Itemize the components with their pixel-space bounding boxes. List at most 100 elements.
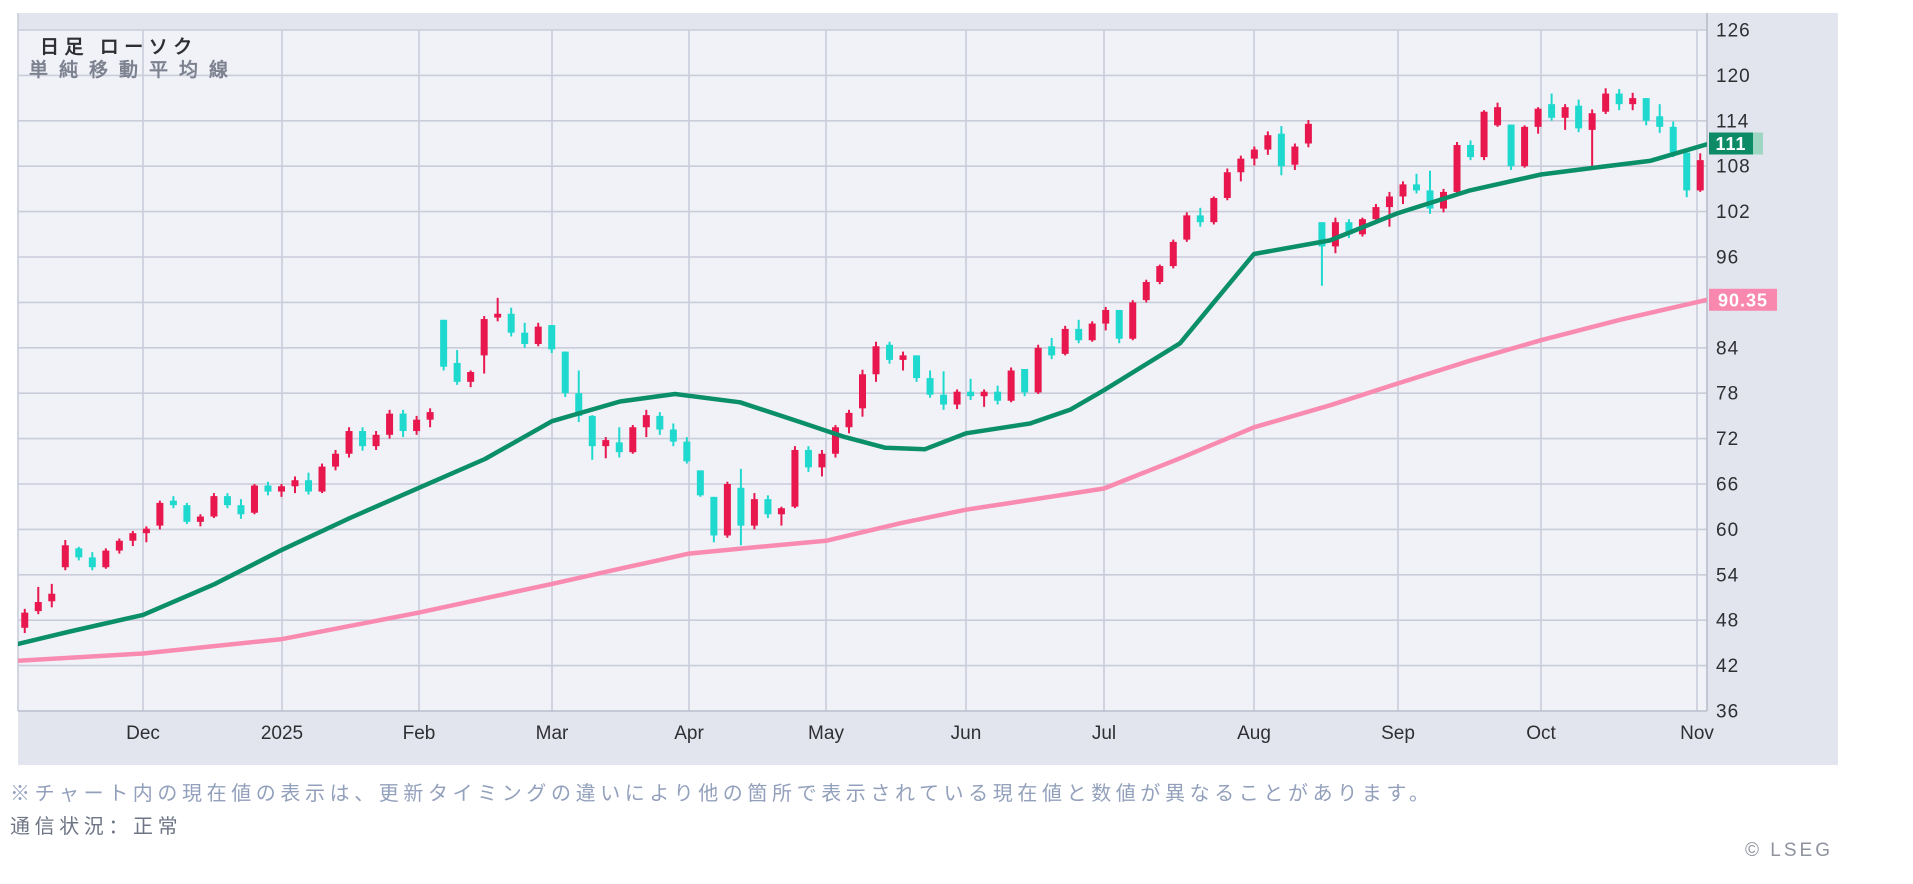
- fast-ma-value-badge-text: 111: [1715, 134, 1746, 154]
- candle-body-up: [48, 593, 56, 602]
- gridlines: [17, 13, 1708, 712]
- x-axis-tick-label: Jul: [1092, 723, 1116, 744]
- candle-body-up: [291, 480, 299, 487]
- candle-body-up: [1331, 222, 1339, 247]
- candle-body-up: [1223, 172, 1231, 198]
- candle-body-down: [575, 393, 583, 416]
- candle-body-down: [737, 487, 745, 526]
- disclaimer-text: ※チャート内の現在値の表示は、更新タイミングの違いにより他の箇所で表示されている…: [10, 782, 1434, 805]
- candle-body-up: [831, 427, 839, 454]
- candle-body-up: [277, 486, 285, 492]
- candle-body-up: [413, 419, 421, 432]
- candle-body-down: [1277, 133, 1285, 167]
- candle-body-up: [1629, 98, 1637, 105]
- candle-body-up: [953, 391, 961, 405]
- candle-body-up: [480, 319, 488, 356]
- candle-body-down: [1575, 105, 1583, 129]
- candle-body-down: [1656, 116, 1664, 127]
- candle-body-up: [1385, 196, 1393, 208]
- candle-body-down: [1683, 152, 1691, 191]
- candle-body-up: [1102, 309, 1110, 324]
- candle-body-up: [1480, 111, 1488, 158]
- candle-body-up: [777, 508, 785, 515]
- candle-body-up: [1588, 113, 1596, 130]
- candle-body-down: [183, 505, 191, 522]
- candle-body-down: [453, 362, 461, 382]
- y-axis-tick-label: 54: [1716, 565, 1739, 586]
- candle-body-up: [34, 602, 42, 612]
- candle-body-down: [305, 480, 313, 492]
- candle-body-up: [345, 431, 353, 454]
- fast-ma-value-badge: [1709, 132, 1753, 155]
- candle-body-down: [399, 413, 407, 432]
- candle-body-down: [521, 332, 529, 345]
- y-axis-tick-label: 120: [1716, 66, 1751, 87]
- candle-body-up: [1372, 207, 1380, 220]
- candle-body-up: [1534, 108, 1542, 127]
- y-axis-tick-label: 48: [1716, 611, 1739, 632]
- x-axis-tick-label: 2025: [261, 723, 303, 744]
- candle-body-down: [1669, 126, 1677, 153]
- candle-body-up: [899, 355, 907, 360]
- candle-body-down: [926, 378, 934, 395]
- candle-body-up: [1156, 266, 1164, 282]
- candle-body-up: [467, 372, 475, 382]
- candle-body-up: [1169, 241, 1177, 267]
- candle-body-down: [886, 344, 894, 360]
- connection-status-text: 通信状況：正常: [10, 815, 182, 838]
- candle-body-down: [359, 431, 367, 447]
- candle-body-up: [426, 412, 434, 420]
- x-axis-tick-label: Mar: [536, 723, 569, 744]
- candle-body-up: [872, 346, 880, 375]
- candle-body-down: [264, 485, 272, 492]
- candle-body-up: [845, 412, 853, 428]
- badge-tail: [1753, 132, 1763, 155]
- candle-body-up: [1264, 135, 1272, 150]
- slow-ma-value-badge-text: 90.35: [1718, 290, 1768, 310]
- candle-body-up: [750, 499, 758, 526]
- candle-body-up: [1142, 281, 1150, 301]
- candle-body-down: [75, 548, 83, 558]
- candle-body-up: [1088, 323, 1096, 341]
- x-axis-tick-label: Aug: [1237, 723, 1271, 744]
- y-axis-tick-label: 114: [1716, 111, 1749, 132]
- candle-body-up: [1237, 158, 1245, 173]
- candle-body-up: [318, 466, 326, 492]
- candle-body-up: [642, 415, 650, 428]
- x-axis-tick-label: Sep: [1381, 723, 1415, 744]
- candle-body-up: [791, 449, 799, 507]
- candle-body-down: [1048, 346, 1056, 356]
- candle-body-down: [804, 449, 812, 468]
- candle-body-down: [1318, 222, 1326, 247]
- candle-body-up: [1250, 149, 1258, 159]
- candle-body-down: [683, 441, 691, 462]
- x-axis-tick-label: Oct: [1526, 723, 1556, 744]
- candle-body-up: [142, 528, 150, 534]
- candle-body-up: [21, 612, 29, 628]
- candle-body-up: [372, 434, 380, 447]
- sma-fast-line: [18, 142, 1707, 647]
- candle-body-down: [440, 319, 448, 367]
- candle-body-up: [602, 440, 610, 447]
- sma-slow-line: [18, 297, 1707, 664]
- candle-body-up: [210, 496, 218, 517]
- y-axis-tick-label: 60: [1716, 520, 1739, 541]
- candle-body-up: [386, 413, 394, 435]
- y-axis-tick-label: 78: [1716, 384, 1739, 405]
- candle-body-up: [250, 485, 258, 513]
- candle-body-down: [1075, 328, 1083, 341]
- candle-body-down: [1642, 98, 1650, 121]
- candle-body-up: [1183, 215, 1191, 240]
- x-axis-tick-label: Apr: [674, 723, 704, 744]
- candle-body-down: [1467, 145, 1475, 158]
- candle-body-up: [1210, 197, 1218, 223]
- candle-body-up: [156, 502, 164, 526]
- y-axis-tick-label: 96: [1716, 248, 1739, 269]
- candle-body-down: [588, 415, 596, 447]
- candle-body-down: [1115, 309, 1123, 339]
- y-axis-tick-label: 66: [1716, 475, 1739, 496]
- candle-body-down: [1507, 124, 1515, 167]
- candle-body-up: [818, 453, 826, 468]
